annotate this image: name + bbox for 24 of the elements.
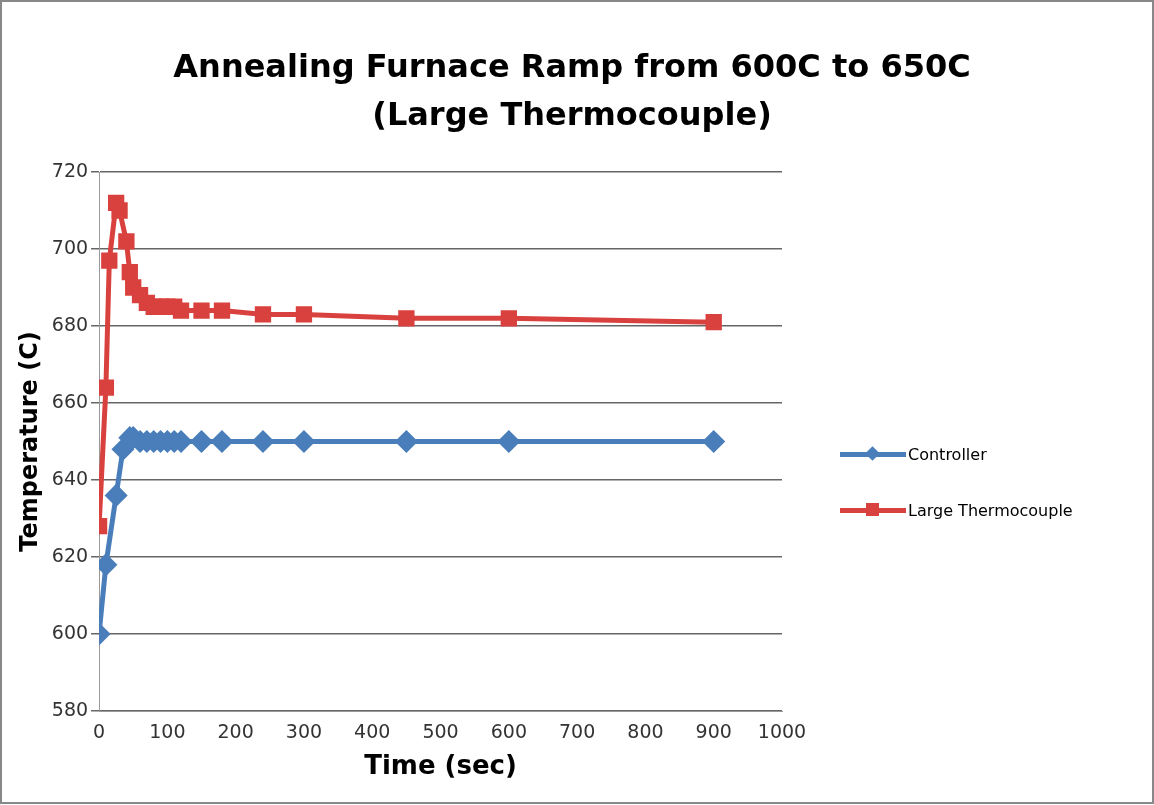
x-tick-label: 700: [558, 720, 596, 743]
y-tick-label: 720: [51, 158, 89, 181]
y-tick-label: 700: [51, 235, 89, 258]
x-tick-label: 1000: [757, 720, 807, 743]
x-tick-label: 600: [490, 720, 527, 743]
x-tick-label: 900: [695, 720, 732, 743]
y-tick-label: 660: [51, 389, 89, 412]
x-tick-label: 200: [217, 720, 254, 743]
x-tick-label: 100: [149, 720, 186, 743]
x-axis-title: Time (sec): [364, 750, 517, 781]
x-tick-label: 300: [285, 720, 323, 743]
y-tick-label: 680: [51, 312, 89, 335]
legend-label: Large Thermocouple: [908, 500, 1073, 520]
x-tick-label: 800: [627, 720, 664, 743]
chart-title: Annealing Furnace Ramp from 600C to 650C (Large Thermocouple): [172, 46, 972, 135]
y-tick-label: 620: [51, 543, 89, 566]
legend-label: Controller: [908, 444, 987, 464]
x-tick-label: 500: [422, 720, 459, 743]
x-tick-label: 0: [93, 720, 106, 743]
x-tick-label: 400: [354, 720, 391, 743]
y-tick-label: 600: [51, 620, 89, 643]
y-tick-label: 580: [51, 697, 89, 720]
y-tick-label: 640: [51, 466, 89, 489]
y-axis-title: Temperature (C): [14, 331, 43, 552]
